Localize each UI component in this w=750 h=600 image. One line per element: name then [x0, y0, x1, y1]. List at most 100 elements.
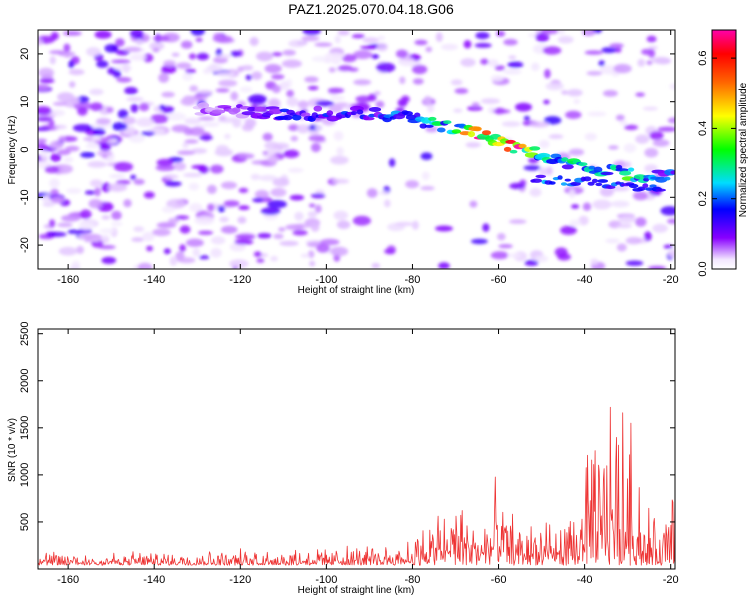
ridge-blob [548, 181, 556, 185]
noise-blob [663, 244, 674, 249]
noise-blob [153, 35, 170, 42]
x-tick-label: -60 [491, 574, 507, 586]
noise-blob [156, 222, 177, 229]
noise-blob [270, 255, 278, 262]
noise-blob [470, 238, 488, 245]
noise-blob [101, 256, 117, 264]
noise-blob [111, 210, 122, 220]
noise-blob [230, 50, 242, 57]
noise-blob [65, 145, 80, 152]
noise-blob [84, 219, 97, 224]
noise-blob [320, 238, 340, 246]
spectrogram-heatmap [38, 30, 675, 269]
noise-blob [524, 259, 539, 266]
ridge-blob [535, 174, 546, 179]
noise-blob [667, 218, 675, 224]
ridge-blob [642, 183, 649, 189]
noise-blob [107, 67, 117, 75]
ridge-blob [428, 116, 437, 121]
noise-blob [83, 233, 102, 240]
noise-blob [161, 64, 177, 74]
ridge-blob [197, 102, 210, 109]
noise-blob [652, 139, 670, 147]
noise-blob [80, 209, 92, 220]
noise-blob [624, 161, 632, 168]
noise-blob [376, 62, 396, 73]
noise-blob [465, 142, 481, 148]
ridge-blob [564, 178, 571, 182]
noise-blob [216, 54, 232, 59]
x-tick-label: -140 [143, 574, 165, 586]
noise-blob [616, 243, 627, 252]
noise-blob [279, 240, 299, 246]
noise-blob [196, 52, 209, 61]
ridge-blob [597, 179, 609, 183]
noise-blob [168, 217, 180, 224]
noise-blob [598, 60, 605, 67]
noise-blob [374, 91, 381, 96]
noise-blob [259, 174, 277, 182]
noise-blob [615, 114, 625, 121]
noise-blob [38, 138, 48, 143]
noise-blob [87, 161, 107, 168]
noise-blob [107, 183, 128, 192]
y-tick-label: -20 [19, 237, 31, 253]
noise-blob [534, 255, 549, 263]
noise-blob [503, 69, 522, 75]
noise-blob [548, 134, 564, 139]
noise-blob [605, 238, 620, 244]
noise-blob [314, 204, 322, 213]
noise-blob [467, 106, 483, 111]
noise-blob [58, 246, 78, 256]
noise-blob [192, 248, 201, 257]
noise-blob [329, 96, 346, 101]
noise-blob [180, 97, 197, 106]
noise-blob [587, 111, 607, 117]
noise-blob [529, 187, 542, 197]
noise-blob [523, 165, 541, 171]
noise-blob [279, 81, 289, 91]
noise-blob [164, 181, 182, 187]
noise-blob [290, 135, 299, 142]
noise-blob [601, 47, 617, 54]
noise-blob [360, 45, 378, 50]
colorbar-ticks: 0.0 0.2 0.4 0.6 [697, 50, 736, 277]
noise-blob [474, 43, 492, 48]
noise-blob [281, 59, 302, 68]
ridge-blob [247, 106, 256, 112]
ridge-blob [350, 110, 357, 116]
noise-blob [108, 174, 126, 179]
noise-blob [648, 45, 658, 50]
noise-blob [237, 216, 247, 224]
noise-blob [229, 259, 249, 269]
noise-blob [584, 50, 604, 55]
noise-blob [538, 139, 550, 149]
noise-blob [195, 37, 203, 42]
noise-blob [166, 112, 186, 121]
noise-blob [238, 153, 255, 159]
noise-blob [282, 49, 296, 56]
noise-blob [554, 247, 568, 257]
snr-x-label: Height of straight line (km) [298, 585, 415, 596]
noise-blob [336, 146, 344, 156]
noise-blob [95, 118, 111, 125]
noise-blob [619, 120, 628, 126]
x-tick-label: -140 [143, 274, 165, 286]
noise-blob [176, 62, 192, 69]
noise-blob [163, 174, 179, 180]
noise-blob [101, 153, 108, 159]
noise-blob [123, 46, 142, 52]
noise-blob [182, 72, 193, 81]
noise-blob [38, 127, 51, 131]
noise-blob [647, 265, 667, 269]
noise-blob [668, 249, 675, 258]
noise-blob [582, 202, 592, 211]
noise-blob [494, 65, 506, 71]
noise-blob [341, 54, 357, 63]
colorbar-tick-label: 0.4 [697, 121, 709, 136]
noise-blob [198, 165, 209, 174]
noise-blob [64, 51, 71, 58]
noise-blob [62, 31, 82, 36]
noise-blob [113, 162, 134, 172]
ridge-blob [643, 177, 650, 182]
